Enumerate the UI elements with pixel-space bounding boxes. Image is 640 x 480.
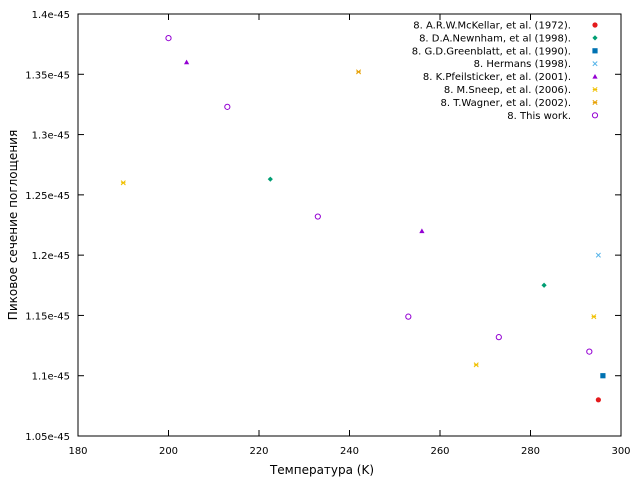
legend-label: 8. G.D.Greenblatt, et al. (1990). xyxy=(412,46,571,57)
legend-marker xyxy=(592,35,598,41)
x-tick-label: 220 xyxy=(249,446,268,457)
legend-label: 8. T.Wagner, et al. (2002). xyxy=(441,98,571,109)
legend-label: 8. K.Pfeilsticker, et al. (2001). xyxy=(423,72,571,83)
data-point xyxy=(595,397,601,403)
x-tick-label: 300 xyxy=(611,446,630,457)
data-point xyxy=(595,252,601,258)
data-point xyxy=(314,213,321,220)
legend-marker xyxy=(592,61,598,67)
y-tick-label: 1.35e-45 xyxy=(25,70,70,81)
y-tick-label: 1.2e-45 xyxy=(32,251,70,262)
legend-label: 8. Hermans (1998). xyxy=(474,59,571,70)
x-axis-label: Температура (K) xyxy=(269,463,374,477)
legend-marker xyxy=(591,112,599,119)
y-tick-label: 1.3e-45 xyxy=(32,131,70,142)
legend-marker xyxy=(592,74,598,79)
y-tick-label: 1.4e-45 xyxy=(32,10,70,21)
legend-label: 8. A.R.W.McKellar, et al. (1972). xyxy=(413,21,571,32)
data-point xyxy=(184,59,190,65)
data-point xyxy=(405,313,412,320)
data-point xyxy=(120,180,126,186)
legend-marker xyxy=(592,22,598,28)
x-tick-label: 180 xyxy=(68,446,87,457)
y-tick-label: 1.15e-45 xyxy=(25,311,70,322)
legend: 8. A.R.W.McKellar, et al. (1972).8. D.A.… xyxy=(412,21,599,122)
data-point xyxy=(224,103,231,110)
x-tick-label: 280 xyxy=(521,446,540,457)
data-point xyxy=(586,348,593,355)
x-tick-label: 260 xyxy=(430,446,449,457)
data-point xyxy=(165,35,172,42)
data-point xyxy=(600,373,606,379)
axis-ticks: 180 200 220 240 260 280 300 1.05e-45 1.1e-45 1.15… xyxy=(25,10,630,457)
data-points xyxy=(120,35,606,403)
legend-marker xyxy=(592,99,598,105)
y-tick-label: 1.1e-45 xyxy=(32,372,70,383)
legend-label: 8. M.Sneep, et al. (2006). xyxy=(444,85,571,96)
data-point xyxy=(541,282,547,288)
legend-label: 8. This work. xyxy=(507,111,571,122)
data-point xyxy=(591,314,597,320)
legend-label: 8. D.A.Newnham, et al (1998). xyxy=(419,33,571,44)
y-axis-label: Пиковое сечение поглощения xyxy=(6,130,20,320)
y-tick-label: 1.25e-45 xyxy=(25,191,70,202)
data-point xyxy=(473,362,479,368)
data-point xyxy=(355,69,362,75)
data-point xyxy=(495,334,502,341)
legend-marker xyxy=(592,48,598,54)
y-tick-label: 1.05e-45 xyxy=(25,432,70,443)
x-tick-label: 240 xyxy=(340,446,359,457)
data-point xyxy=(267,176,273,182)
legend-marker xyxy=(592,86,598,93)
data-point xyxy=(419,228,425,234)
x-tick-label: 200 xyxy=(159,446,178,457)
